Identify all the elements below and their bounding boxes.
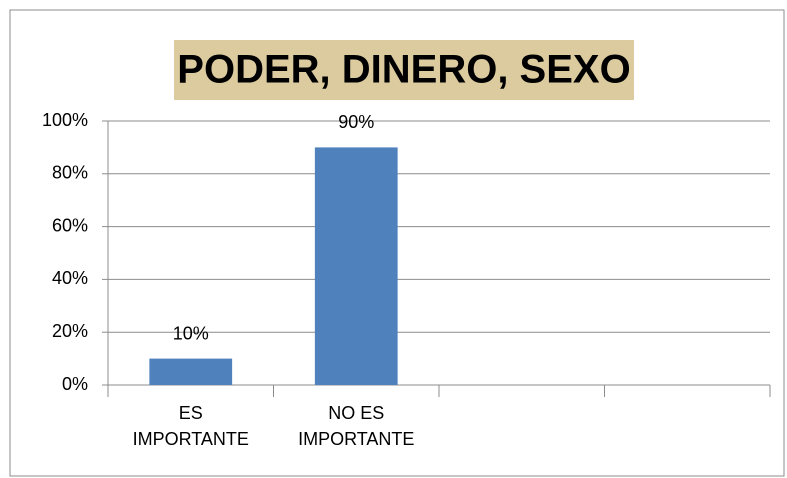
y-tick-label: 60%	[52, 215, 88, 235]
bar	[149, 358, 233, 385]
y-tick-label: 80%	[52, 163, 88, 183]
y-tick-label: 0%	[62, 374, 88, 394]
data-label: 10%	[173, 323, 209, 343]
x-tick-label: NO ES IMPORTANTE	[298, 403, 415, 449]
y-tick-label: 20%	[52, 321, 88, 341]
y-tick-label: 40%	[52, 268, 88, 288]
data-label: 90%	[338, 112, 374, 132]
y-tick-label: 100%	[42, 110, 88, 130]
bar	[314, 147, 398, 385]
x-tick-label: ES IMPORTANTE	[132, 403, 249, 449]
chart-title: PODER, DINERO, SEXO	[177, 48, 630, 92]
title-box	[174, 40, 634, 100]
